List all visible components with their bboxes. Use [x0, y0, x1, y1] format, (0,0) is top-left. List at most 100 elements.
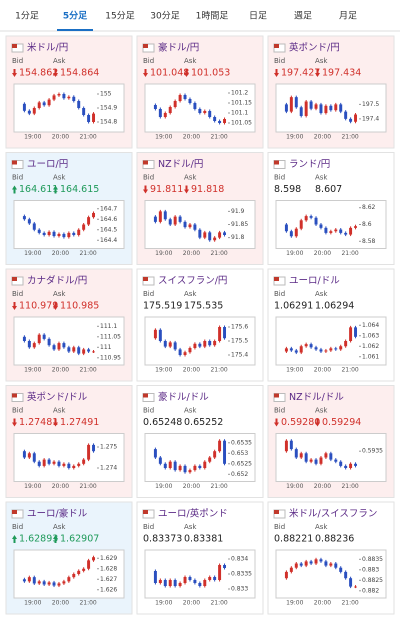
candle-body	[294, 350, 298, 353]
ask-label: Ask	[315, 407, 328, 415]
flag-icon-part	[143, 160, 148, 165]
candle-body	[178, 216, 182, 222]
y-tick-label: 175.4	[231, 352, 248, 359]
y-tick-label: 91.8	[231, 234, 245, 241]
candle-body	[82, 459, 86, 464]
candle-body	[329, 231, 333, 233]
time-label: 19:00	[24, 483, 41, 490]
candle-body	[203, 461, 207, 468]
pair-name[interactable]: 豪ドル/ドル	[158, 391, 209, 403]
flag-icon-part	[12, 44, 17, 48]
candle-body	[62, 233, 66, 238]
candle-body	[153, 105, 157, 109]
candle-body	[82, 224, 86, 230]
pair-name[interactable]: ユーロ/円	[27, 159, 68, 170]
candle-body	[203, 111, 207, 113]
time-label: 19:00	[286, 600, 303, 607]
candle-body	[22, 451, 26, 458]
chart-frame	[144, 433, 256, 482]
candle-body	[289, 97, 293, 112]
candle-body	[72, 574, 76, 578]
y-tick-label: 0.833	[231, 586, 248, 593]
bid-label: Bid	[143, 407, 154, 415]
candle-body	[163, 341, 167, 347]
pair-name[interactable]: NZドル/円	[158, 159, 203, 170]
pair-name[interactable]: NZドル/ドル	[289, 392, 344, 403]
ask-value: 197.434	[322, 68, 361, 79]
trend-arrow	[12, 69, 17, 77]
candle-body	[183, 577, 187, 583]
candle-body	[334, 229, 338, 232]
candle-body	[183, 95, 187, 99]
candle-body	[188, 99, 192, 103]
pair-name[interactable]: 豪ドル/円	[158, 42, 199, 54]
bid-label: Bid	[274, 57, 285, 65]
candle-body	[183, 352, 187, 355]
pair-name[interactable]: 英ポンド/円	[289, 42, 340, 54]
y-tick-label: 164.7	[100, 205, 117, 212]
flag-icon-part	[12, 510, 17, 514]
trend-arrow	[12, 535, 17, 543]
candle-body	[354, 226, 358, 228]
time-label: 20:00	[52, 250, 69, 257]
tab[interactable]: 1時間足	[196, 11, 229, 22]
candle-body	[304, 344, 308, 347]
candle-body	[62, 463, 66, 466]
tab[interactable]: 月足	[339, 11, 357, 22]
candle-body	[168, 219, 172, 225]
pair-name[interactable]: 米ドル/円	[27, 42, 68, 54]
pair-name[interactable]: ユーロ/英ポンド	[158, 508, 228, 520]
pair-name[interactable]: ランド/円	[289, 159, 330, 170]
time-label: 21:00	[79, 483, 96, 490]
ask-value: 164.615	[60, 184, 99, 195]
candle-body	[309, 561, 313, 564]
y-tick-label: 111.1	[100, 323, 117, 330]
y-tick-label: 154.9	[100, 105, 117, 112]
trend-arrow	[184, 69, 189, 77]
trend-arrow	[315, 418, 320, 427]
tab[interactable]: 日足	[249, 11, 267, 22]
chart-frame	[144, 200, 256, 249]
y-tick-label: 1.275	[100, 444, 117, 451]
time-label: 19:00	[155, 483, 172, 490]
candle-body	[299, 107, 303, 116]
time-label: 21:00	[341, 134, 358, 141]
y-tick-label: 1.063	[362, 332, 379, 339]
active-tab-underline	[57, 29, 93, 31]
candle-body	[223, 440, 227, 464]
bid-value: 175.519	[143, 301, 182, 312]
pair-name[interactable]: ユーロ/ドル	[289, 276, 340, 287]
chart-frame	[275, 549, 387, 599]
candle-body	[314, 459, 318, 464]
time-label: 20:00	[183, 134, 200, 141]
candle-body	[77, 229, 81, 235]
candle-body	[309, 344, 313, 348]
candle-body	[344, 465, 348, 468]
time-label: 19:00	[155, 367, 172, 374]
flag-icon-part	[143, 393, 148, 398]
pair-name[interactable]: 米ドル/スイスフラン	[289, 508, 377, 520]
candle-body	[344, 232, 348, 235]
tab[interactable]: 1分足	[15, 11, 39, 22]
pair-name[interactable]: ユーロ/豪ドル	[27, 508, 88, 520]
ask-label: Ask	[315, 523, 328, 531]
tab[interactable]: 15分足	[105, 11, 134, 22]
tab[interactable]: 5分足	[63, 10, 88, 22]
candle-body	[208, 577, 212, 580]
tab[interactable]: 30分足	[150, 11, 179, 22]
candle-body	[304, 453, 308, 462]
candle-body	[188, 470, 192, 473]
candle-body	[324, 105, 328, 114]
candle-body	[354, 463, 358, 466]
flag-icon-part	[12, 393, 17, 398]
candle-body	[77, 347, 81, 354]
candle-body	[168, 580, 172, 586]
tab[interactable]: 週足	[294, 11, 312, 22]
y-tick-label: 1.061	[362, 353, 379, 360]
pair-name[interactable]: スイスフラン/円	[158, 276, 227, 287]
candle-body	[294, 228, 298, 237]
pair-name[interactable]: カナダドル/円	[27, 275, 87, 287]
candle-body	[52, 582, 56, 586]
trend-arrow	[53, 302, 58, 310]
pair-name[interactable]: 英ポンド/ドル	[27, 391, 88, 403]
